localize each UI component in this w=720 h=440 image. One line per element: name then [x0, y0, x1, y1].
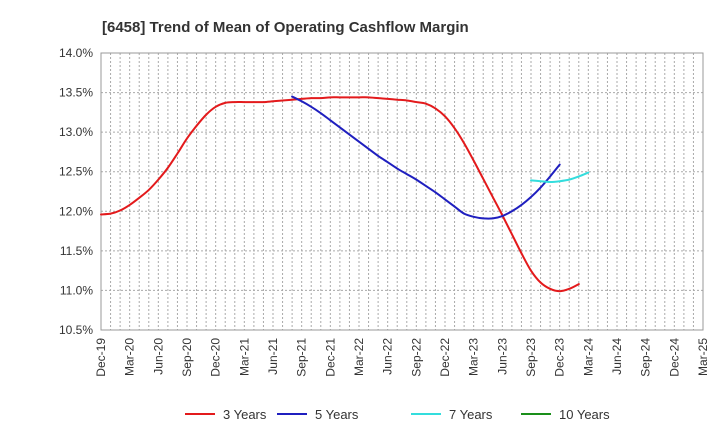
x-tick-label: Dec-19	[94, 338, 108, 377]
x-tick-label: Dec-24	[667, 338, 681, 377]
x-tick-label: Sep-24	[639, 338, 653, 377]
series-line-3-years	[100, 96, 580, 293]
legend: 3 Years 5 Years 7 Years 10 Years	[185, 407, 610, 422]
x-tick-label: Jun-24	[610, 338, 624, 375]
x-tick-label: Sep-20	[180, 338, 194, 377]
y-tick-label: 12.0%	[59, 204, 93, 218]
series-group	[100, 95, 590, 293]
y-tick-label: 11.5%	[60, 244, 93, 258]
y-tick-label: 10.5%	[59, 323, 93, 337]
legend-label: 3 Years	[223, 407, 267, 422]
series-line-5-years	[291, 95, 561, 220]
x-tick-label: Mar-24	[581, 338, 595, 376]
plot-area	[100, 52, 704, 331]
series-line-7-years	[530, 171, 590, 184]
x-tick-label: Jun-20	[151, 338, 165, 375]
y-axis: 10.5% 11.0% 11.5% 12.0% 12.5% 13.0% 13.5% 14.0%	[59, 46, 93, 337]
x-tick-label: Sep-23	[524, 338, 538, 377]
x-tick-label: Mar-23	[467, 338, 481, 376]
x-tick-label: Jun-21	[266, 338, 280, 375]
x-tick-label: Sep-22	[409, 338, 423, 377]
grid	[101, 53, 703, 330]
legend-label: 7 Years	[449, 407, 493, 422]
x-tick-label: Dec-21	[323, 338, 337, 377]
x-tick-label: Jun-22	[381, 338, 395, 375]
y-tick-label: 13.0%	[59, 125, 93, 139]
x-axis: Dec-19 Mar-20 Jun-20 Sep-20 Dec-20 Mar-21 Jun-…	[94, 338, 710, 377]
y-tick-label: 14.0%	[59, 46, 93, 60]
chart-title: [6458] Trend of Mean of Operating Cashfl…	[102, 19, 469, 36]
y-tick-label: 11.0%	[60, 283, 93, 297]
x-tick-label: Dec-22	[438, 338, 452, 377]
x-tick-label: Mar-20	[123, 338, 137, 376]
x-tick-label: Dec-23	[553, 338, 567, 377]
y-tick-label: 13.5%	[59, 86, 93, 100]
y-tick-label: 12.5%	[59, 165, 93, 179]
x-tick-label: Mar-21	[237, 338, 251, 376]
x-tick-label: Sep-21	[295, 338, 309, 377]
legend-label: 5 Years	[315, 407, 359, 422]
x-tick-label: Mar-22	[352, 338, 366, 376]
x-tick-label: Mar-25	[696, 338, 710, 376]
x-tick-label: Dec-20	[209, 338, 223, 377]
legend-label: 10 Years	[559, 407, 610, 422]
x-tick-label: Jun-23	[495, 338, 509, 375]
